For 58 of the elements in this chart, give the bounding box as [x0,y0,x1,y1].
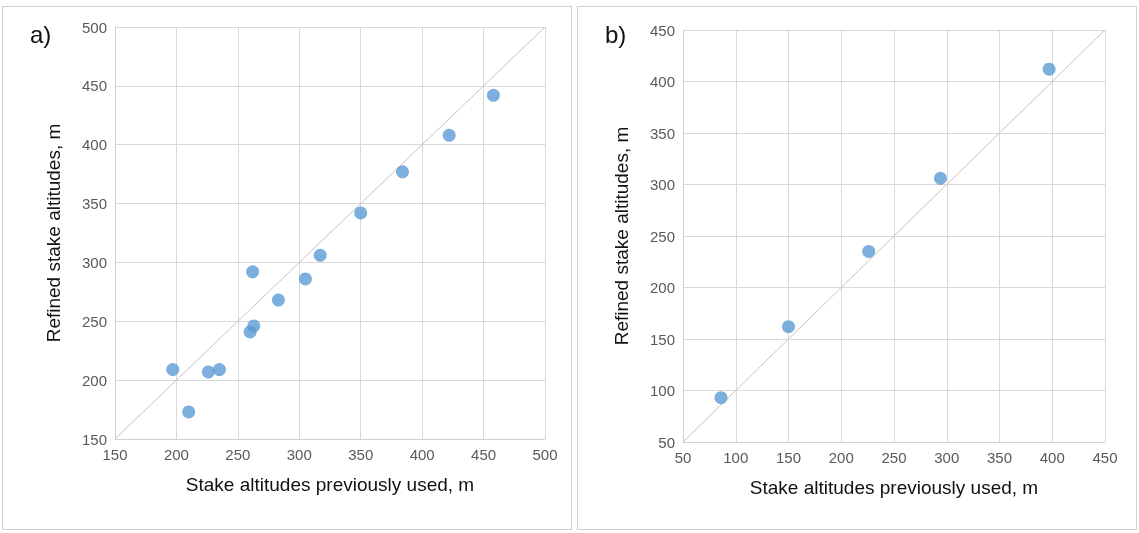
point [354,206,368,220]
y-axis-title: Refined stake altitudes, m [43,123,64,343]
point [313,248,327,262]
x-tick-label: 50 [674,449,692,466]
x-axis-title: Stake altitudes previously used, m [749,477,1039,498]
y-tick-label: 200 [81,371,107,389]
x-tick-label: 150 [775,449,802,466]
x-tick-label: 250 [225,446,251,463]
x-tick-label: 100 [723,449,749,466]
point [247,319,261,333]
x-axis-title: Stake altitudes previously used, m [185,474,475,495]
x-tick-label: 450 [1092,449,1118,466]
y-tick-label: 300 [649,176,675,193]
x-tick-label: 250 [881,449,907,466]
x-tick-label: 400 [409,446,435,463]
x-tick-label: 300 [934,449,960,466]
x-tick-label: 350 [348,446,374,463]
x-tick-label: 200 [828,449,854,466]
point [212,363,226,377]
y-tick-label: 400 [81,136,107,154]
point [182,405,196,419]
point [486,88,500,102]
chart-title: a) [30,20,52,48]
point [1042,62,1056,76]
y-tick-label: 450 [649,21,675,39]
x-tick-label: 500 [532,446,558,463]
y-tick-label: 100 [649,382,675,399]
y-tick-label: 350 [81,195,107,213]
x-tick-label: 450 [471,446,497,463]
x-tick-label: 200 [163,446,189,463]
point [862,244,876,258]
y-tick-label: 300 [81,253,107,271]
y-tick-label: 150 [649,330,675,348]
point [714,391,728,405]
x-tick-label: 400 [1039,449,1065,466]
point [166,363,180,377]
x-tick-label: 150 [102,446,128,463]
point [442,128,456,142]
y-tick-label: 250 [649,227,675,245]
point [933,171,947,185]
x-tick-label: 300 [286,446,312,463]
y-tick-label: 400 [649,73,675,90]
x-tick-label: 350 [986,449,1013,466]
point [246,265,260,279]
chart-title: b) [605,20,627,48]
y-tick-label: 500 [81,18,107,36]
point [271,293,285,307]
y-axis-title: Refined stake altitudes, m [611,126,632,346]
y-tick-label: 150 [81,430,107,448]
y-tick-label: 450 [81,77,107,95]
point [782,320,795,334]
point [298,272,312,286]
y-tick-label: 50 [658,433,675,451]
y-tick-label: 200 [649,279,675,296]
point [396,165,409,179]
y-tick-label: 350 [649,124,675,142]
y-tick-label: 250 [81,312,107,330]
point [201,365,215,379]
